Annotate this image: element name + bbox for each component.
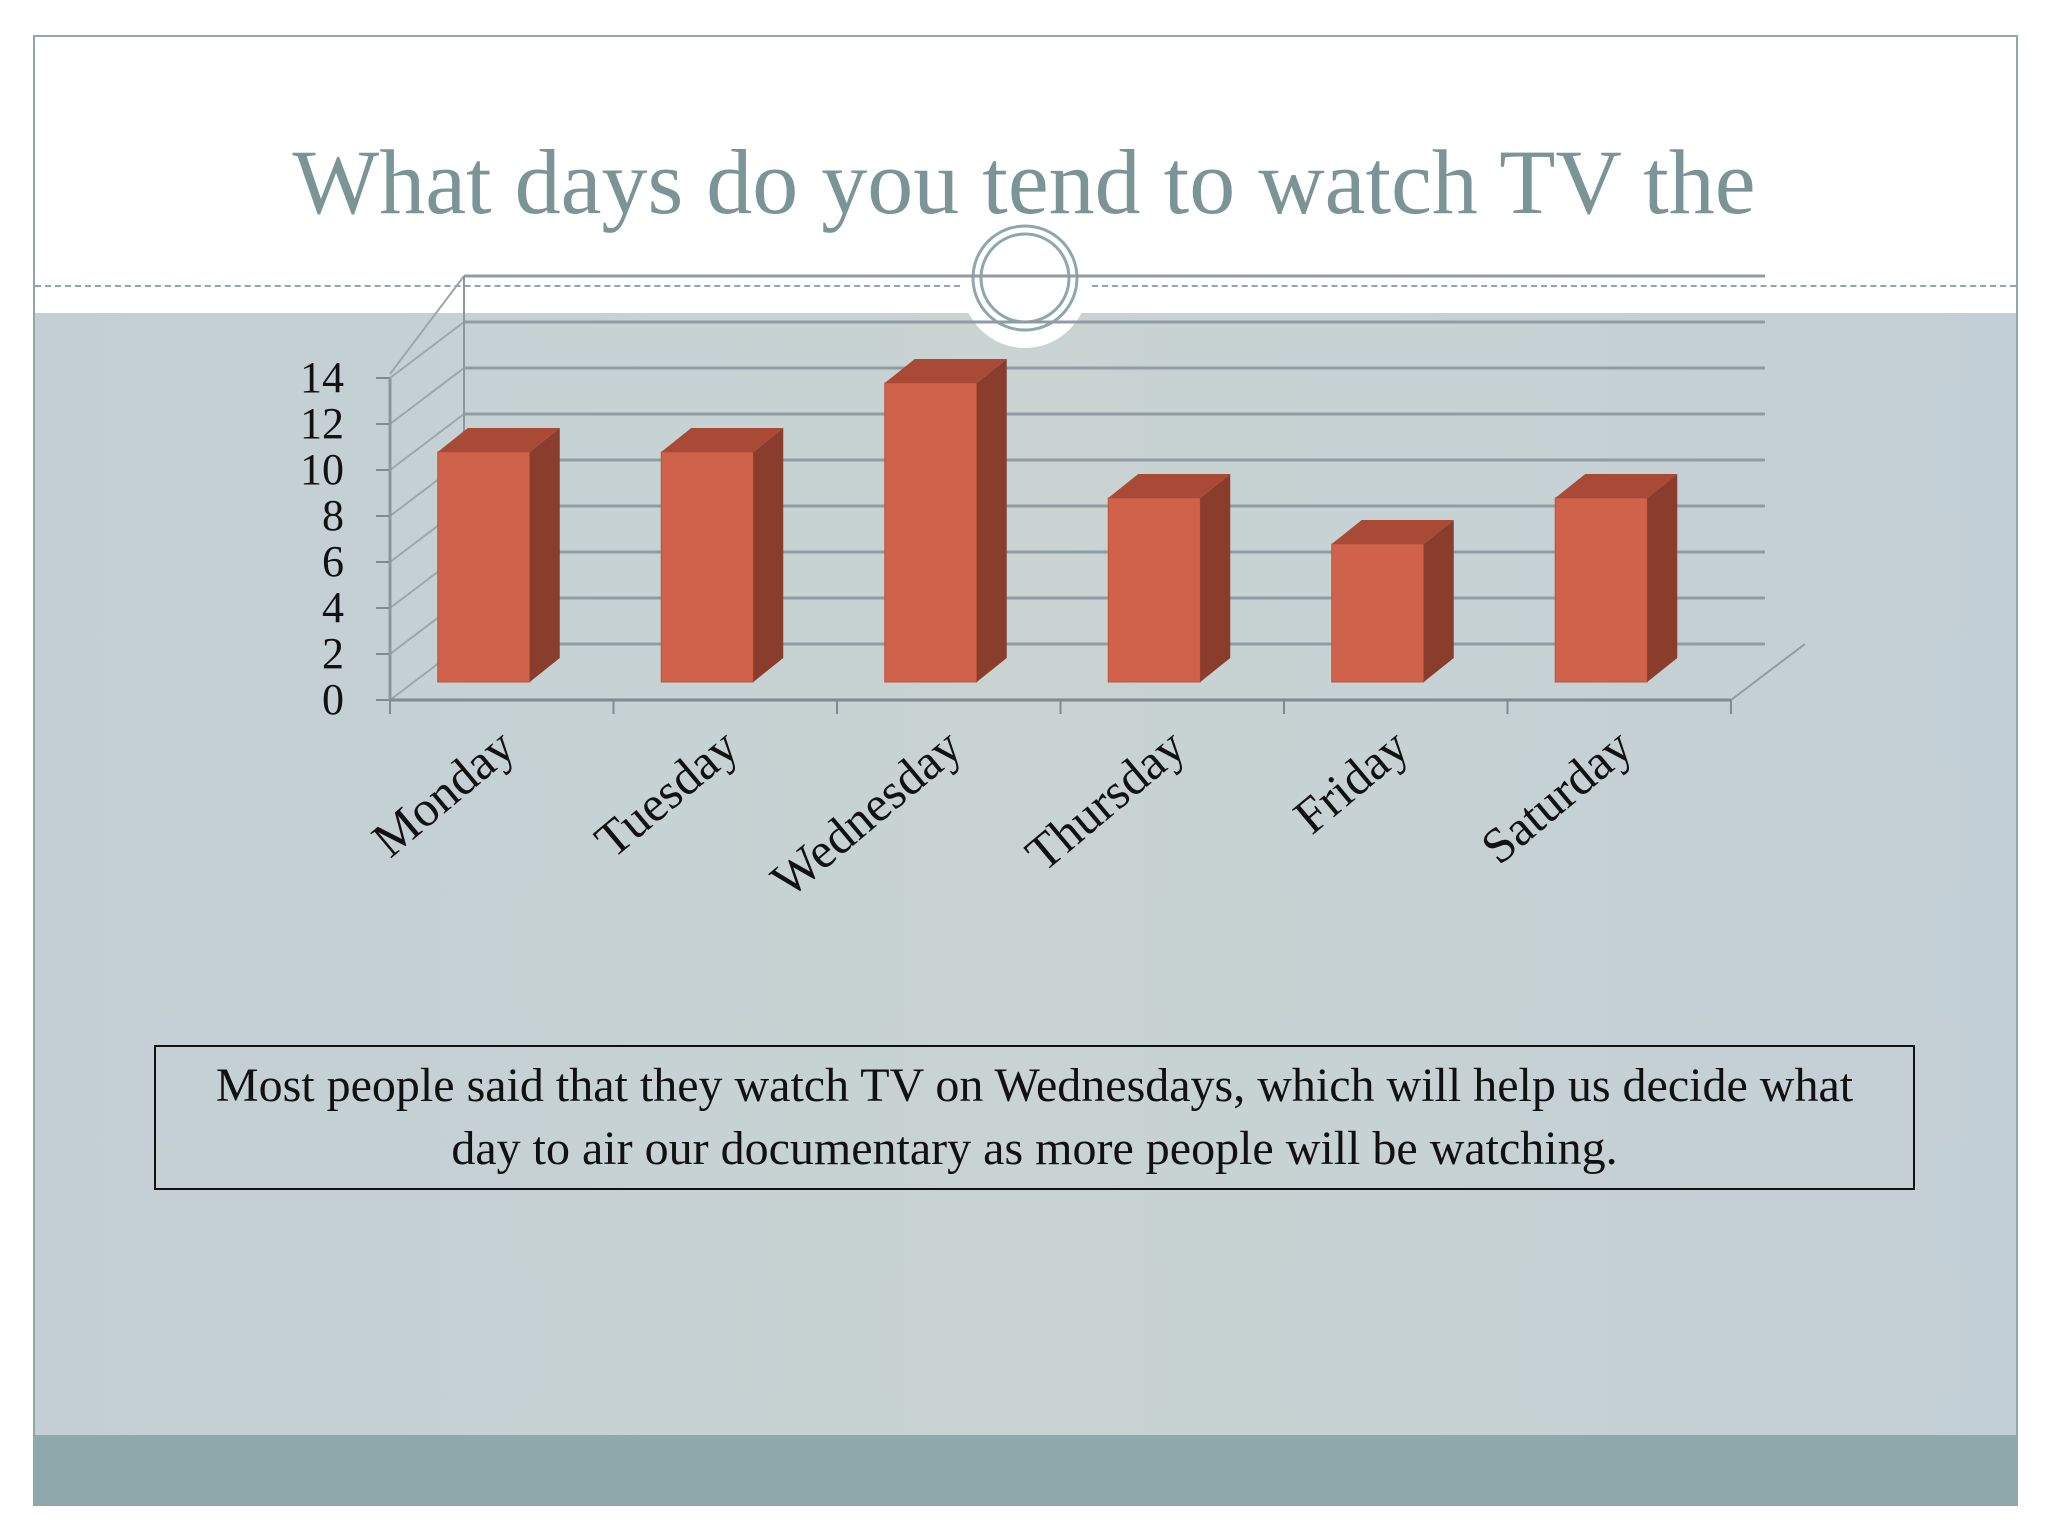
x-tick-label: Friday — [1283, 718, 1419, 845]
bar-front — [437, 451, 531, 683]
bar-saturday — [1554, 474, 1678, 683]
bar-side — [976, 359, 1007, 682]
bar-front — [1331, 543, 1425, 683]
side-wall-line — [389, 275, 465, 375]
x-tick-label: Monday — [361, 718, 525, 868]
slide-frame — [33, 35, 2018, 1506]
y-tick-label: 4 — [322, 583, 344, 632]
x-tick-label: Tuesday — [584, 718, 748, 869]
bar-top — [1108, 474, 1231, 498]
bar-front — [1107, 497, 1201, 683]
bar-side — [1200, 474, 1231, 682]
y-tick-label: 6 — [322, 537, 344, 586]
bar-tuesday — [660, 428, 784, 683]
bar-top — [1555, 474, 1678, 498]
bar-top — [884, 359, 1007, 383]
slide-title: What days do you tend to watch TV the — [292, 131, 1756, 233]
circle-ornament-icon — [962, 222, 1088, 348]
x-tick-label: Thursday — [1015, 718, 1196, 882]
summary-note: Most people said that they watch TV on W… — [154, 1045, 1915, 1190]
content-background — [35, 313, 2016, 1435]
y-tick-label: 10 — [300, 445, 344, 494]
x-tick-label: Wednesday — [760, 718, 972, 908]
x-axis-ticks: Monday Tuesday Wednesday Thursday Friday Satu… — [361, 718, 1642, 908]
bar-top — [1331, 520, 1454, 544]
floor-edge — [1730, 643, 1806, 701]
bar-front — [884, 382, 978, 683]
bar-side — [753, 428, 784, 682]
bar-monday — [437, 428, 560, 683]
bar-side — [1423, 520, 1454, 682]
title-divider-right — [1092, 285, 2016, 287]
bar-side — [529, 428, 560, 682]
side-wall-line — [389, 367, 465, 425]
y-tick-label: 12 — [300, 399, 344, 448]
bar-side — [1647, 474, 1678, 682]
chart-bars — [437, 359, 1678, 683]
bar-friday — [1331, 520, 1454, 683]
bar-top — [437, 428, 560, 452]
footer-band — [35, 1435, 2016, 1504]
y-tick-label: 2 — [322, 629, 344, 678]
side-wall-line — [389, 321, 465, 379]
bar-front — [1554, 497, 1648, 683]
y-tick-label: 0 — [322, 675, 344, 724]
y-tick-label: 14 — [300, 353, 344, 402]
bar-front — [660, 451, 754, 683]
x-tick-label: Saturday — [1470, 718, 1642, 875]
y-tick-label: 8 — [322, 491, 344, 540]
side-wall-line — [389, 413, 465, 471]
bar-thursday — [1107, 474, 1231, 683]
bar-wednesday — [884, 359, 1007, 683]
bar-top — [661, 428, 784, 452]
title-divider-left — [35, 285, 970, 287]
